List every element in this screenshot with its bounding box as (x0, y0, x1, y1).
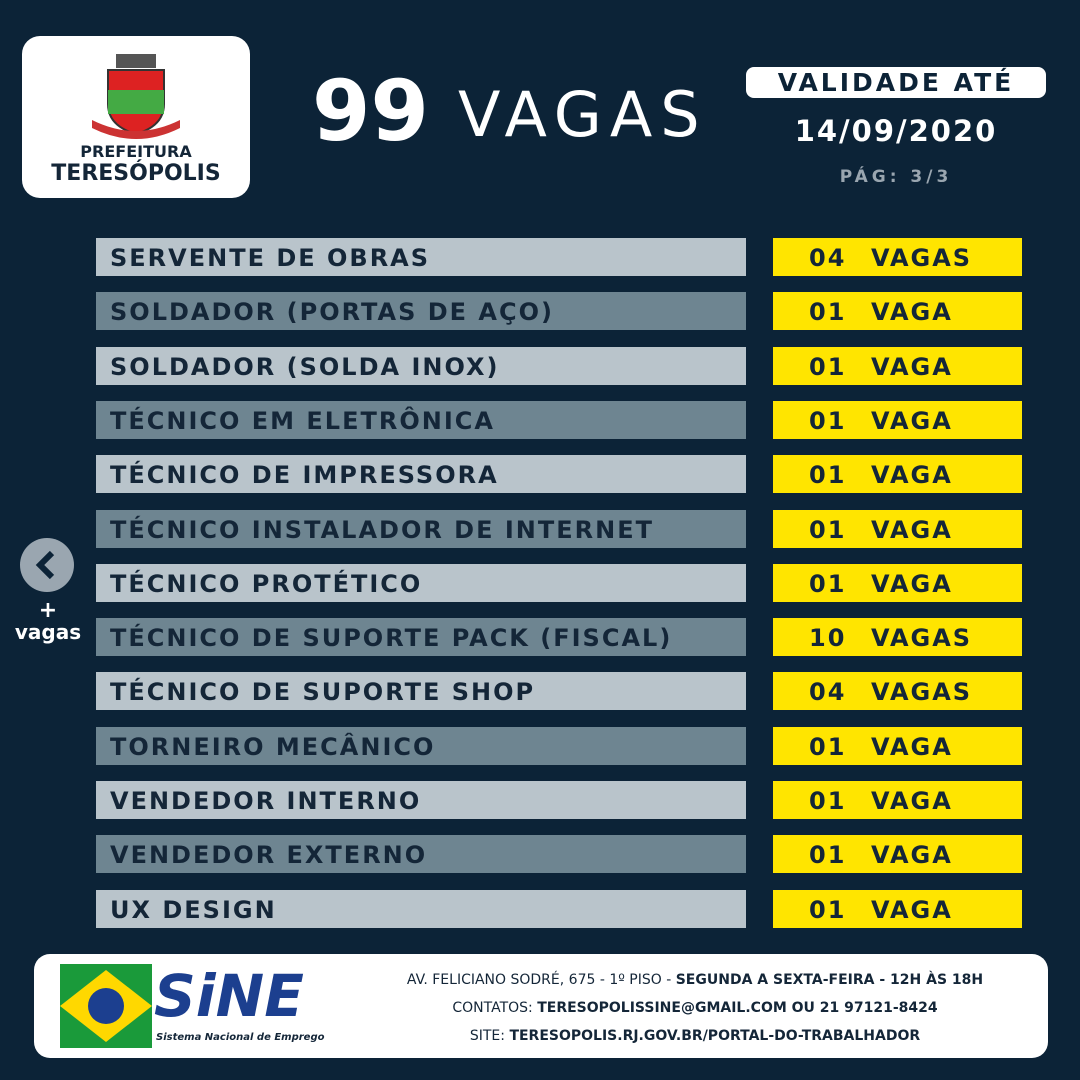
arrow-icon (35, 550, 55, 580)
job-openings: 01 VAGA (773, 509, 1022, 548)
address-line: AV. FELICIANO SODRÉ, 675 - 1º PISO - SEG… (350, 972, 1040, 988)
openings-count: 10 (809, 624, 847, 653)
job-openings: 01 VAGA (773, 455, 1022, 494)
validity-label: VALIDADE ATÉ (746, 67, 1046, 98)
openings-count: 01 (809, 406, 847, 435)
nav-plus: + (38, 598, 58, 623)
openings-count: 01 (809, 461, 847, 490)
site-line: SITE: TERESOPOLIS.RJ.GOV.BR/PORTAL-DO-TR… (350, 1028, 1040, 1044)
openings-unit: VAGA (871, 732, 953, 761)
job-openings: 10 VAGAS (773, 618, 1022, 657)
openings-unit: VAGA (871, 515, 953, 544)
job-title: SOLDADOR (SOLDA INOX) (96, 346, 746, 385)
openings-count: 04 (809, 244, 847, 272)
job-title: TÉCNICO DE IMPRESSORA (96, 455, 746, 494)
contacts: TERESOPOLISSINE@GMAIL.COM OU 21 97121-84… (537, 1000, 938, 1016)
coat-of-arms (92, 54, 180, 139)
openings-count: 04 (809, 678, 847, 707)
contacts-label: CONTATOS: (452, 1000, 538, 1016)
job-openings: 01 VAGA (773, 400, 1022, 439)
address: AV. FELICIANO SODRÉ, 675 - 1º PISO - (406, 972, 676, 988)
openings-count: 01 (809, 841, 847, 870)
nav-label: vagas (14, 620, 82, 644)
logo-card: PREFEITURA TERESÓPOLIS (22, 36, 250, 198)
job-openings: 01 VAGA (773, 835, 1022, 874)
job-openings: 04 VAGAS (773, 672, 1022, 711)
openings-unit: VAGA (871, 841, 953, 870)
title: VAGAS (458, 78, 708, 151)
contacts-line: CONTATOS: TERESOPOLISSINE@GMAIL.COM OU 2… (350, 1000, 1040, 1016)
job-title: TORNEIRO MECÂNICO (96, 726, 746, 765)
site: TERESOPOLIS.RJ.GOV.BR/PORTAL-DO-TRABALHA… (509, 1028, 921, 1044)
openings-count: 01 (809, 732, 847, 761)
openings-unit: VAGA (871, 298, 953, 327)
flag-icon (60, 964, 152, 1048)
openings-unit: VAGA (871, 895, 953, 924)
job-title: TÉCNICO PROTÉTICO (96, 563, 746, 602)
page-number: PÁG: 3/3 (839, 167, 953, 187)
openings-count: 01 (809, 787, 847, 815)
job-title: TÉCNICO EM ELETRÔNICA (96, 400, 746, 439)
openings-count: 01 (809, 895, 847, 924)
openings-unit: VAGA (871, 352, 953, 381)
job-openings: 01 VAGA (773, 563, 1022, 602)
total-count: 99 (312, 62, 429, 160)
sine-subtitle: Sistema Nacional de Emprego (156, 1032, 325, 1043)
job-title: VENDEDOR INTERNO (96, 781, 746, 819)
site-label: SITE: (469, 1028, 510, 1044)
openings-unit: VAGA (871, 787, 953, 815)
openings-unit: VAGA (871, 406, 953, 435)
logo-line: TERESÓPOLIS (51, 161, 221, 186)
openings-count: 01 (809, 515, 847, 544)
job-title: SERVENTE DE OBRAS (96, 238, 746, 276)
openings-unit: VAGAS (871, 678, 973, 707)
openings-unit: VAGA (871, 461, 953, 490)
validity-date: 14/09/2020 (794, 114, 998, 148)
openings-unit: VAGA (871, 569, 953, 598)
footer: SiNE Sistema Nacional de Emprego AV. FEL… (34, 954, 1048, 1058)
job-title: UX DESIGN (96, 889, 746, 928)
openings-count: 01 (809, 298, 847, 327)
openings-unit: VAGAS (871, 624, 973, 653)
sine-logo: SiNE (154, 962, 304, 1030)
hours: SEGUNDA A SEXTA-FEIRA - 12H ÀS 18H (675, 972, 984, 988)
job-openings: 01 VAGA (773, 346, 1022, 385)
job-title: TÉCNICO INSTALADOR DE INTERNET (96, 509, 746, 548)
job-openings: 04 VAGAS (773, 238, 1022, 276)
job-openings: 01 VAGA (773, 889, 1022, 928)
job-title: SOLDADOR (PORTAS DE AÇO) (96, 292, 746, 331)
job-title: TÉCNICO DE SUPORTE SHOP (96, 672, 746, 711)
job-title: VENDEDOR EXTERNO (96, 835, 746, 874)
job-openings: 01 VAGA (773, 781, 1022, 819)
job-openings: 01 VAGA (773, 292, 1022, 331)
logo-line: PREFEITURA (80, 142, 192, 161)
job-openings: 01 VAGA (773, 726, 1022, 765)
openings-unit: VAGAS (871, 244, 973, 272)
openings-count: 01 (809, 352, 847, 381)
prev-button[interactable] (20, 538, 74, 592)
job-title: TÉCNICO DE SUPORTE PACK (FISCAL) (96, 618, 746, 657)
openings-count: 01 (809, 569, 847, 598)
